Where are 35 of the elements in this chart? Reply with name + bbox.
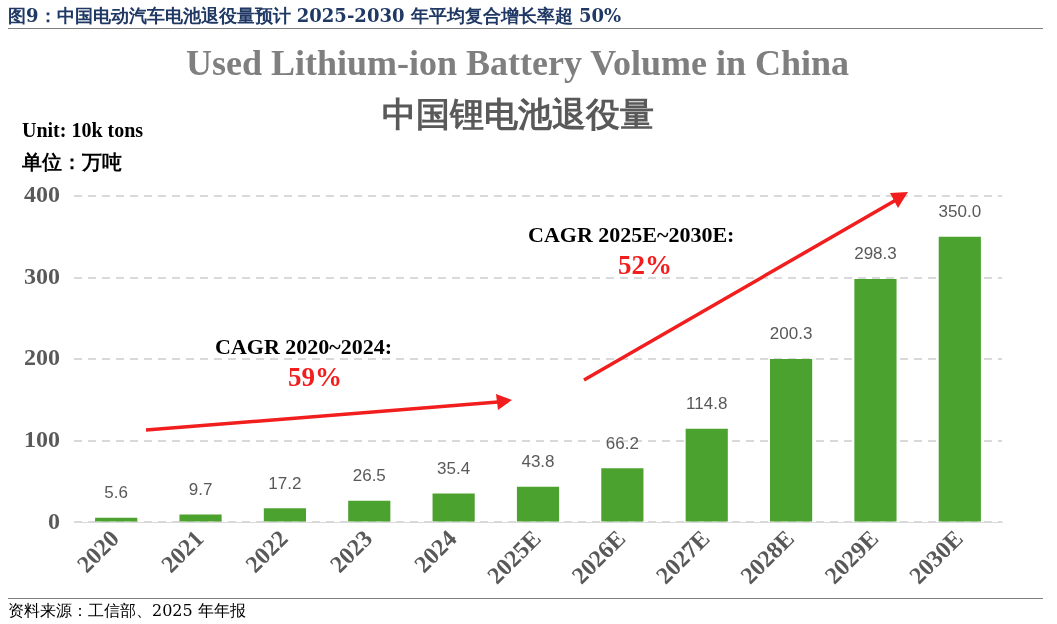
data-label: 114.8: [686, 393, 728, 413]
data-label: 66.2: [605, 433, 639, 453]
bar: [516, 486, 560, 522]
chart-title: Used Lithium-ion Battery Volume in China: [184, 42, 851, 84]
bar: [770, 358, 813, 522]
data-label: 298.3: [854, 244, 897, 264]
annotation: CAGR 2025E~2030E:: [528, 222, 735, 248]
bar: [179, 514, 222, 522]
data-label: 5.6: [104, 482, 128, 502]
bar: [601, 468, 644, 522]
data-label: 9.7: [188, 479, 213, 499]
annotation: CAGR 2020~2024:: [215, 334, 393, 360]
data-label: 200.3: [769, 324, 813, 344]
y-tick-label: 0: [48, 507, 60, 534]
y-tick-label: 200: [24, 344, 60, 371]
y-tick-label: 400: [24, 181, 60, 208]
bar: [432, 493, 475, 522]
annotation: 52%: [618, 250, 672, 281]
data-label: 35.4: [437, 458, 471, 478]
text: 资料来源：工信部、2025 年年报: [8, 598, 1043, 622]
y-tick-label: 300: [24, 262, 60, 289]
chart-subtitle: 中国锂电池退役量: [381, 94, 654, 134]
data-label: 350.0: [938, 201, 982, 221]
bar: [938, 236, 981, 522]
bar: [348, 500, 391, 522]
y-axis-title: Unit: 10k tons 单位：万吨: [22, 118, 144, 175]
bar: [854, 278, 897, 522]
y-tick-label: 100: [24, 425, 60, 452]
data-label: 43.8: [521, 451, 555, 471]
annotation: 59%: [288, 362, 342, 393]
bar: [685, 428, 728, 522]
data-label: 17.2: [268, 473, 302, 493]
data-label: 26.5: [352, 465, 386, 485]
bar: [263, 508, 306, 522]
caption: 图9：中国电动汽车电池退役量预计 2025-2030 年平均复合增长率超 50%: [8, 4, 1043, 29]
